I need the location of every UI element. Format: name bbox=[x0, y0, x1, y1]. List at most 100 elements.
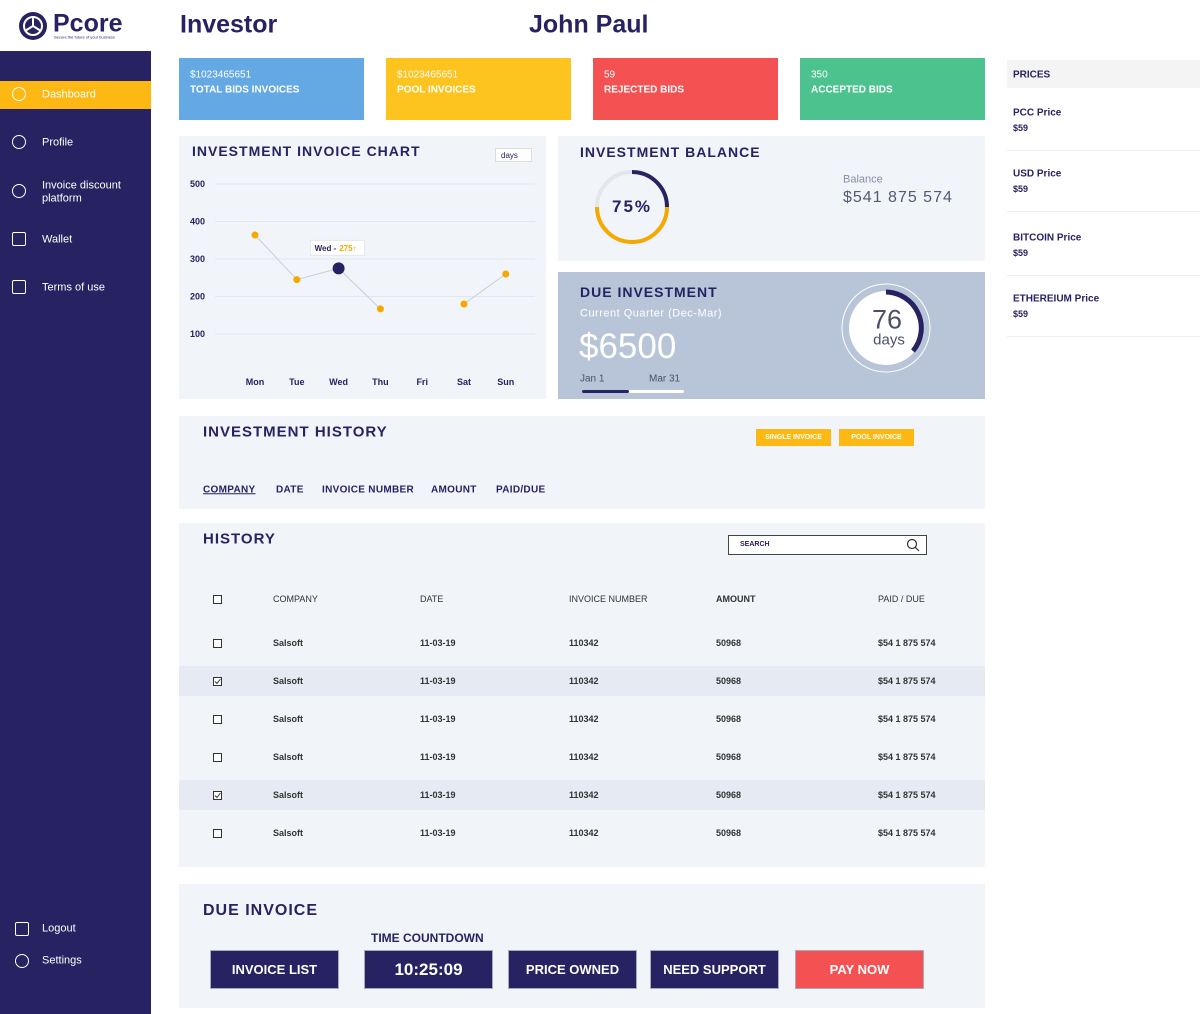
stat-card bbox=[593, 58, 778, 120]
y-tick-label: 500 bbox=[190, 179, 205, 189]
cell: Salsoft bbox=[273, 751, 304, 762]
nav-item[interactable]: Invoice discount platform bbox=[42, 179, 121, 204]
page-title: Investor bbox=[180, 10, 278, 39]
logo-icon bbox=[19, 12, 47, 40]
stat-value: 59 bbox=[604, 69, 616, 81]
user-name: John Paul bbox=[529, 10, 649, 39]
action-button[interactable]: PAY NOW bbox=[795, 950, 924, 989]
balance-arc-navy bbox=[631, 170, 669, 208]
balance-arc-orange bbox=[595, 206, 669, 244]
cell: 110342 bbox=[569, 675, 599, 686]
price-name: PCC Price bbox=[1013, 107, 1062, 119]
column-header[interactable]: DATE bbox=[276, 484, 304, 496]
checkbox[interactable] bbox=[213, 677, 222, 686]
tab-button[interactable]: SINGLE INVOICE bbox=[756, 429, 831, 446]
checkbox[interactable] bbox=[213, 595, 222, 604]
countdown-ring bbox=[841, 283, 931, 373]
cell: $54 1 875 574 bbox=[878, 675, 936, 686]
nav-item[interactable]: Settings bbox=[42, 954, 82, 967]
column-header: INVOICE NUMBER bbox=[569, 593, 648, 604]
search-box[interactable] bbox=[728, 535, 927, 555]
y-tick-label: 200 bbox=[190, 292, 205, 302]
nav-item[interactable]: Terms of use bbox=[42, 281, 105, 294]
nav-item[interactable]: Dashboard bbox=[42, 88, 96, 101]
cell: 11-03-19 bbox=[420, 675, 456, 686]
nav-icon bbox=[12, 184, 26, 198]
column-header[interactable]: COMPANY bbox=[203, 484, 256, 496]
cell: $54 1 875 574 bbox=[878, 751, 936, 762]
nav-item[interactable]: Wallet bbox=[42, 233, 73, 246]
cell: 50968 bbox=[716, 751, 742, 762]
due-invoice-title: DUE INVOICE bbox=[203, 901, 319, 919]
stat-label: ACCEPTED BIDS bbox=[811, 84, 893, 96]
cell: 11-03-19 bbox=[420, 789, 456, 800]
cell: 50968 bbox=[716, 675, 742, 686]
data-point bbox=[460, 300, 468, 308]
nav-icon bbox=[12, 87, 26, 101]
chart-title: INVESTMENT INVOICE CHART bbox=[192, 142, 421, 159]
data-point bbox=[293, 276, 301, 284]
row-highlight bbox=[179, 780, 985, 810]
column-header: AMOUNT bbox=[716, 593, 756, 604]
cell: $54 1 875 574 bbox=[878, 713, 936, 724]
separator bbox=[1007, 275, 1200, 276]
balance-title: INVESTMENT BALANCE bbox=[580, 143, 761, 160]
separator bbox=[1007, 211, 1200, 212]
prices-header bbox=[1007, 60, 1200, 88]
x-tick-label: Thu bbox=[372, 377, 389, 387]
x-tick-label: Mon bbox=[246, 377, 265, 387]
nav-item[interactable]: Logout bbox=[42, 922, 76, 935]
checkbox[interactable] bbox=[213, 639, 222, 648]
sidebar bbox=[0, 51, 151, 1014]
checkbox[interactable] bbox=[213, 715, 222, 724]
due-progress-track bbox=[582, 390, 684, 393]
action-button[interactable]: PRICE OWNED bbox=[508, 950, 637, 989]
cell: 110342 bbox=[569, 637, 599, 648]
data-point bbox=[332, 262, 345, 275]
cell: 50968 bbox=[716, 637, 742, 648]
stat-value: $1023465651 bbox=[397, 69, 459, 81]
action-button[interactable]: NEED SUPPORT bbox=[650, 950, 779, 989]
price-name: USD Price bbox=[1013, 168, 1062, 180]
chart-card bbox=[179, 136, 546, 399]
action-button[interactable]: INVOICE LIST bbox=[210, 950, 339, 989]
column-header[interactable]: AMOUNT bbox=[431, 484, 477, 496]
cell: Salsoft bbox=[273, 789, 304, 800]
due-progress-fill bbox=[582, 390, 629, 393]
tooltip: Wed -275↑ bbox=[315, 244, 357, 253]
cell: Salsoft bbox=[273, 637, 304, 648]
column-header: DATE bbox=[420, 593, 444, 604]
countdown-label: TIME COUNTDOWN bbox=[371, 931, 484, 946]
x-tick-label: Wed bbox=[329, 377, 348, 387]
separator bbox=[1007, 336, 1200, 337]
checkbox[interactable] bbox=[213, 753, 222, 762]
price-value: $59 bbox=[1013, 308, 1029, 319]
y-tick-label: 300 bbox=[190, 254, 205, 264]
data-point bbox=[376, 305, 384, 313]
checkbox[interactable] bbox=[213, 791, 222, 800]
cell: 50968 bbox=[716, 789, 742, 800]
countdown-timer: 10:25:09 bbox=[364, 950, 493, 989]
nav-item[interactable]: Profile bbox=[42, 136, 74, 149]
cell: 50968 bbox=[716, 827, 742, 838]
price-name: ETHEREIUM Price bbox=[1013, 293, 1100, 305]
line bbox=[254, 234, 507, 310]
column-header[interactable]: INVOICE NUMBER bbox=[322, 484, 414, 496]
nav-icon bbox=[15, 922, 29, 936]
balance-amount: $541 875 574 bbox=[843, 188, 953, 206]
y-tick-label: 400 bbox=[190, 217, 205, 227]
cell: 110342 bbox=[569, 827, 599, 838]
checkbox[interactable] bbox=[213, 829, 222, 838]
line-chart: 100 200 300 400 500 Mon Tue Wed Thu Fri Sat Sun Wed … bbox=[190, 179, 535, 387]
cell: 11-03-19 bbox=[420, 751, 456, 762]
due-start: Jan 1 bbox=[580, 373, 605, 385]
tab-button[interactable]: POOL INVOICE bbox=[839, 429, 914, 446]
cell: Salsoft bbox=[273, 827, 304, 838]
x-tick-label: Fri bbox=[416, 377, 428, 387]
separator bbox=[1007, 150, 1200, 151]
dropdown[interactable]: days bbox=[495, 148, 532, 162]
due-title: DUE INVESTMENT bbox=[580, 283, 718, 300]
column-header[interactable]: PAID/DUE bbox=[496, 484, 546, 496]
nav-icon bbox=[15, 954, 29, 968]
